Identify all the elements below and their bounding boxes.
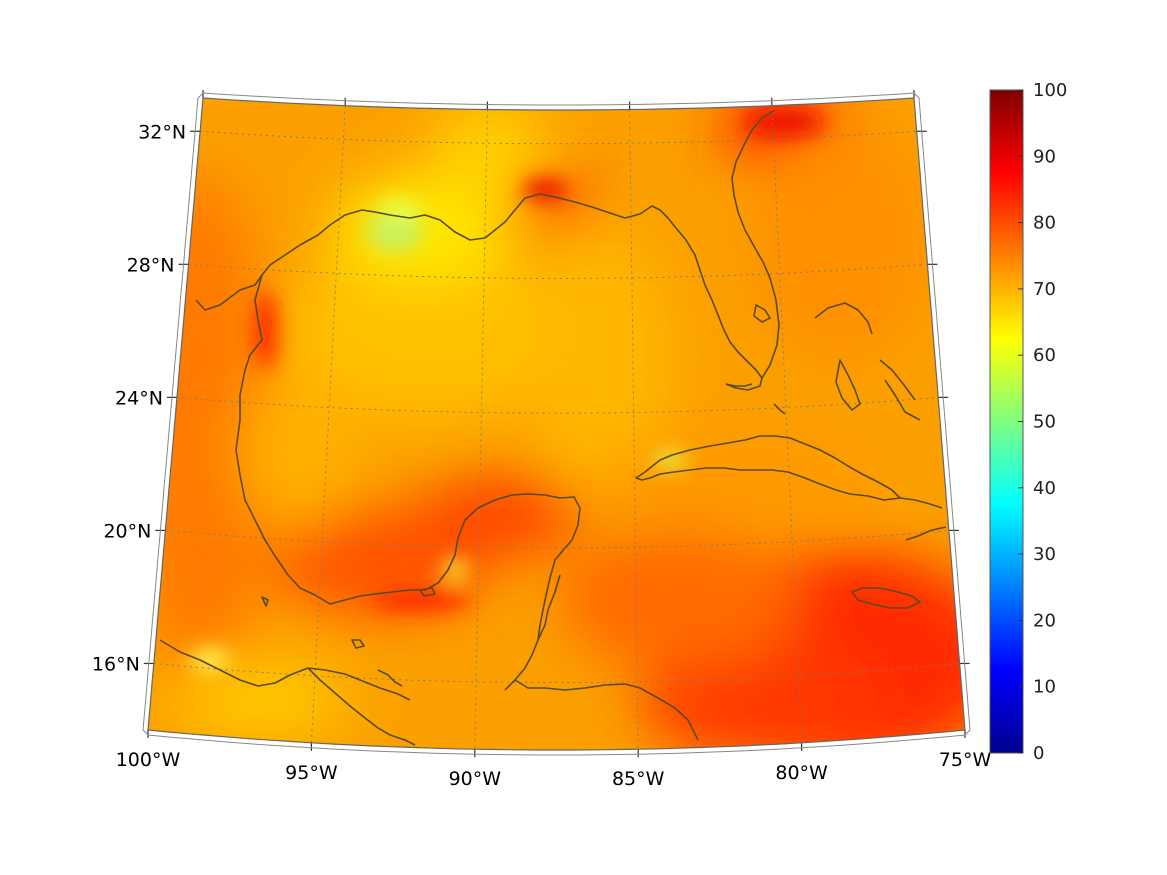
lon-tick-label: 90°W bbox=[449, 768, 502, 790]
map-frame bbox=[147, 97, 966, 751]
coast-gulf-us-mexico bbox=[195, 193, 763, 391]
colorbar-tick-label: 100 bbox=[1033, 80, 1067, 101]
colorbar-gradient bbox=[989, 89, 1024, 754]
coast-florida-atlantic bbox=[731, 109, 780, 379]
coast-jamaica bbox=[851, 587, 921, 609]
colorbar-tick-label: 80 bbox=[1033, 213, 1056, 234]
colorbar-tick-label: 10 bbox=[1033, 677, 1056, 698]
parallel-line bbox=[176, 396, 939, 414]
coast-cuba bbox=[635, 435, 901, 501]
meridian-line bbox=[310, 105, 346, 743]
colorbar-ticks: 0 10 20 30 40 50 60 70 80 90 100 bbox=[1018, 80, 1067, 764]
coast-yucatan-east bbox=[537, 574, 561, 641]
colorbar-tick-label: 0 bbox=[1033, 743, 1044, 764]
colorbar-tick-label: 70 bbox=[1033, 279, 1056, 300]
lat-tick-label: 24°N bbox=[115, 387, 163, 409]
lat-tick-label: 16°N bbox=[92, 653, 140, 675]
lon-tick-label: 80°W bbox=[775, 762, 828, 784]
lon-tick-label: 85°W bbox=[612, 768, 665, 790]
coast-florida-keys bbox=[725, 383, 786, 415]
latitude-labels: 32°N 28°N 24°N 20°N 16°N bbox=[92, 121, 186, 675]
longitude-labels: 100°W 95°W 90°W 85°W 80°W 75°W bbox=[116, 749, 992, 790]
coast-pacific-mexico bbox=[307, 667, 416, 746]
coast-central-america bbox=[159, 639, 699, 741]
coast-hispaniola bbox=[899, 497, 947, 541]
meridian-line bbox=[771, 105, 803, 743]
lon-tick-label: 95°W bbox=[285, 762, 338, 784]
coast-texas-mexico bbox=[235, 274, 581, 691]
colorbar-tick-label: 90 bbox=[1033, 146, 1056, 167]
colorbar-tick-label: 50 bbox=[1033, 412, 1056, 433]
graticule bbox=[143, 90, 970, 758]
colorbar-tick-label: 60 bbox=[1033, 345, 1056, 366]
colorbar-tick-label: 40 bbox=[1033, 478, 1056, 499]
map-field bbox=[148, 98, 965, 750]
meridian-line bbox=[629, 109, 639, 750]
lat-tick-label: 28°N bbox=[127, 254, 175, 276]
map-frame-ticks bbox=[142, 92, 971, 756]
colorbar-tick-label: 30 bbox=[1033, 544, 1056, 565]
lon-tick-label: 100°W bbox=[116, 749, 181, 771]
lon-tick-label: 75°W bbox=[939, 749, 992, 771]
parallel-line bbox=[153, 663, 960, 684]
lat-tick-label: 20°N bbox=[103, 520, 151, 542]
coast-belize-islands bbox=[261, 587, 436, 687]
colorbar-tick-label: 20 bbox=[1033, 610, 1056, 631]
lat-tick-label: 32°N bbox=[138, 121, 186, 143]
coast-bahamas bbox=[753, 302, 921, 421]
coastlines bbox=[159, 109, 947, 746]
colorbar: 0 10 20 30 40 50 60 70 80 90 100 bbox=[989, 80, 1067, 764]
meridian-line bbox=[474, 109, 488, 750]
